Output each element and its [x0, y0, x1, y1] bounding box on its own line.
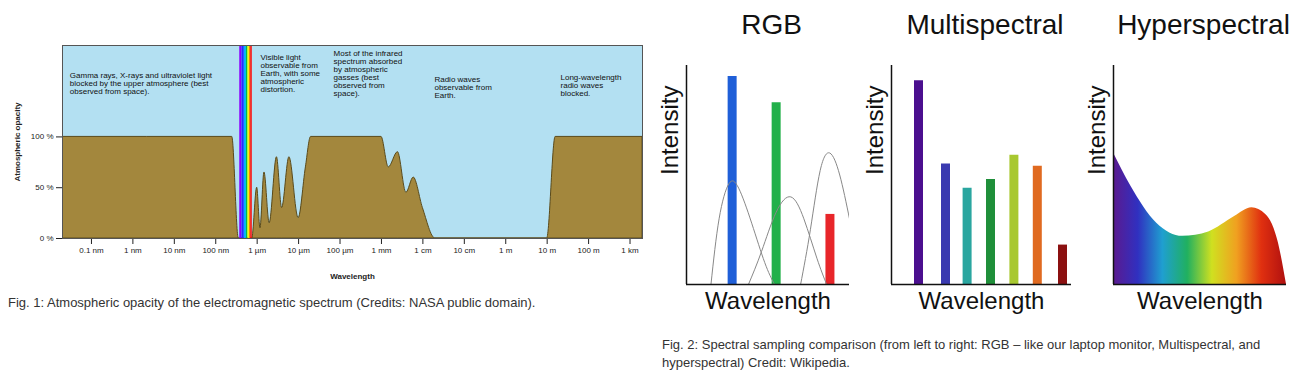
svg-text:Long-wavelengthradio wavesbloc: Long-wavelengthradio wavesblocked. [561, 73, 622, 98]
svg-text:Intensity: Intensity [861, 86, 888, 175]
svg-text:1 mm: 1 mm [371, 246, 391, 255]
html-text:Fig. 2: Spectral sampling comp: Fig. 2: Spectral sampling comparison (fr… [662, 337, 1261, 370]
svg-text:50 %: 50 % [35, 183, 53, 192]
svg-text:10 cm: 10 cm [453, 246, 475, 255]
svg-text:1 m: 1 m [499, 246, 513, 255]
svg-text:Intensity: Intensity [1083, 86, 1110, 175]
svg-text:Wavelength: Wavelength [330, 272, 375, 281]
svg-text:10 µm: 10 µm [287, 246, 310, 255]
svg-text:10 m: 10 m [538, 246, 556, 255]
svg-text:Gamma rays, X-rays and ultravi: Gamma rays, X-rays and ultraviolet light… [70, 71, 213, 96]
svg-text:0 %: 0 % [40, 234, 54, 243]
svg-text:Wavelength: Wavelength [1137, 287, 1263, 314]
svg-text:1 cm: 1 cm [414, 246, 432, 255]
svg-text:0.1 nm: 0.1 nm [79, 246, 104, 255]
svg-text:Visible lightobservable fromEa: Visible lightobservable fromEarth, with … [260, 53, 320, 94]
svg-text:Wavelength: Wavelength [705, 287, 831, 314]
svg-text:Most of the infraredspectrum a: Most of the infraredspectrum absorbedby … [334, 49, 403, 98]
html-text:Multispectral: Multispectral [906, 9, 1064, 40]
svg-text:Radio wavesobservable fromEart: Radio wavesobservable fromEarth. [434, 75, 492, 100]
html-text:Hyperspectral: Hyperspectral [1117, 9, 1290, 40]
svg-text:1 km: 1 km [621, 246, 639, 255]
svg-text:10 nm: 10 nm [163, 246, 186, 255]
svg-text:1 µm: 1 µm [248, 246, 266, 255]
svg-text:1 nm: 1 nm [124, 246, 142, 255]
svg-text:Intensity: Intensity [656, 86, 683, 175]
svg-text:100 %: 100 % [31, 132, 54, 141]
svg-text:Wavelength: Wavelength [919, 287, 1045, 314]
svg-text:100 µm: 100 µm [327, 246, 354, 255]
svg-text:Atmospheric opacity: Atmospheric opacity [13, 102, 22, 182]
html-text:RGB: RGB [741, 9, 802, 40]
svg-text:100 nm: 100 nm [202, 246, 229, 255]
html-text:Fig. 1: Atmospheric opacity of: Fig. 1: Atmospheric opacity of the elect… [8, 295, 536, 310]
svg-text:100 m: 100 m [577, 246, 600, 255]
